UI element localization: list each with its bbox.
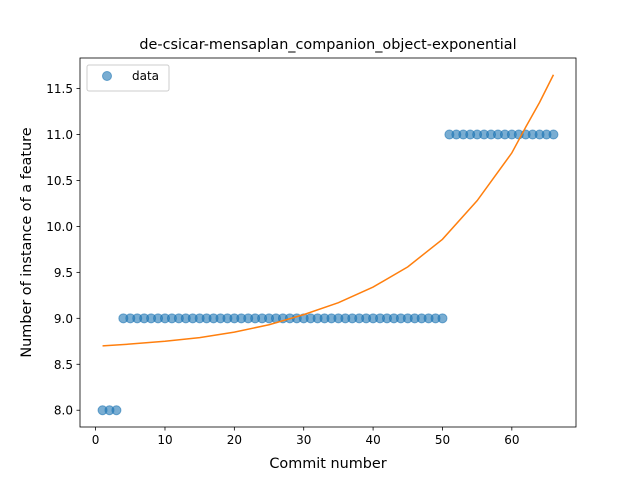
x-tick-label: 0 [92, 433, 100, 447]
y-tick-label: 9.5 [54, 266, 73, 280]
y-tick-label: 10.5 [46, 174, 73, 188]
x-tick-label: 20 [227, 433, 242, 447]
plot-frame [79, 57, 577, 428]
chart-title: de-csicar-mensaplan_companion_object-exp… [139, 37, 516, 53]
legend-label-data: data [132, 69, 159, 83]
fit-line [102, 74, 555, 347]
x-axis: 0 10 20 30 40 50 60 [92, 427, 519, 447]
x-tick-label: 60 [504, 433, 519, 447]
data-point [437, 313, 448, 324]
x-axis-label: Commit number [269, 456, 386, 472]
y-tick-label: 10.0 [46, 220, 73, 234]
legend-marker-data [102, 71, 112, 81]
x-tick-label: 50 [435, 433, 450, 447]
y-tick-label: 11.0 [46, 128, 73, 142]
y-tick-label: 8.0 [54, 404, 73, 418]
y-tick-label: 9.0 [54, 312, 73, 326]
y-axis: 8.0 8.5 9.0 9.5 10.0 10.5 11.0 11.5 [46, 82, 80, 418]
y-axis-label: Number of instance of a feature [19, 127, 35, 357]
plot-marks [97, 74, 559, 416]
data-point [111, 405, 122, 416]
x-tick-label: 30 [296, 433, 311, 447]
y-tick-label: 8.5 [54, 358, 73, 372]
y-tick-label: 11.5 [46, 82, 73, 96]
x-tick-label: 40 [365, 433, 380, 447]
data-point [548, 129, 559, 140]
legend: data [86, 64, 170, 92]
x-tick-label: 10 [157, 433, 172, 447]
